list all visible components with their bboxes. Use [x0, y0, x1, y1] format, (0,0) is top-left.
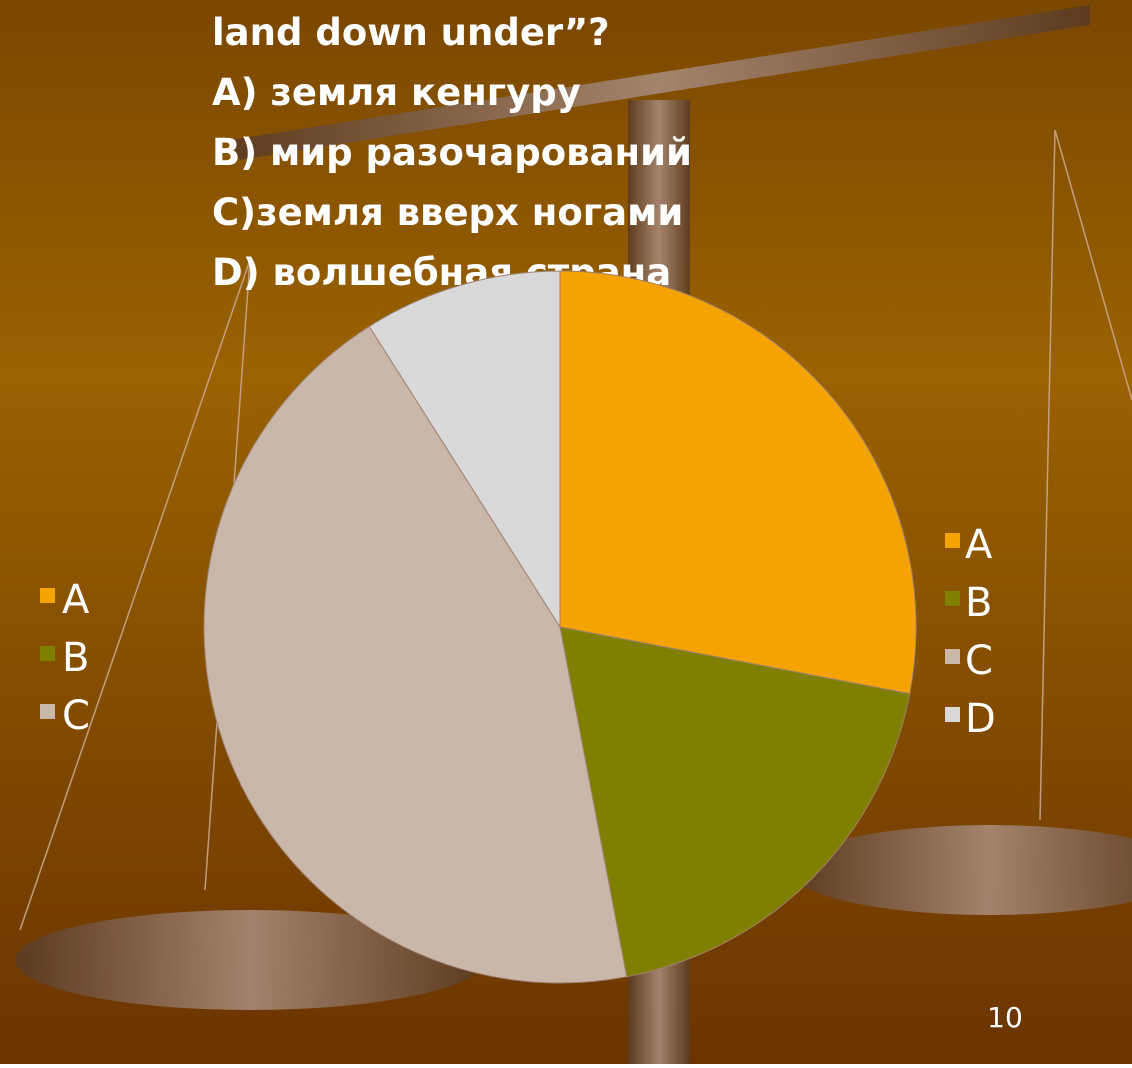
legend-swatch	[945, 707, 960, 722]
legend-swatch	[945, 591, 960, 606]
question-line: B) мир разочарований	[212, 131, 692, 174]
legend-label: A	[62, 577, 90, 623]
legend-label: C	[965, 638, 993, 684]
question-line: A) земля кенгуру	[212, 71, 581, 114]
legend-swatch	[945, 649, 960, 664]
legend-swatch	[945, 533, 960, 548]
legend-label: D	[965, 696, 996, 742]
pie-chart	[203, 270, 917, 984]
legend-label: B	[62, 635, 89, 681]
question-line: C)земля вверх ногами	[212, 191, 683, 234]
question-line: land down under”?	[212, 11, 610, 54]
left-legend: ABC	[40, 577, 90, 739]
legend-swatch	[40, 646, 55, 661]
page-number: 10	[987, 1001, 1023, 1034]
pie-slice	[203, 325, 628, 984]
legend-label: A	[965, 522, 993, 568]
legend-label: C	[62, 693, 90, 739]
legend-swatch	[40, 704, 55, 719]
legend-label: B	[965, 580, 992, 626]
pie-slice	[559, 626, 911, 978]
legend-swatch	[40, 588, 55, 603]
pie-slice	[559, 270, 917, 695]
pie-slice	[368, 270, 561, 629]
